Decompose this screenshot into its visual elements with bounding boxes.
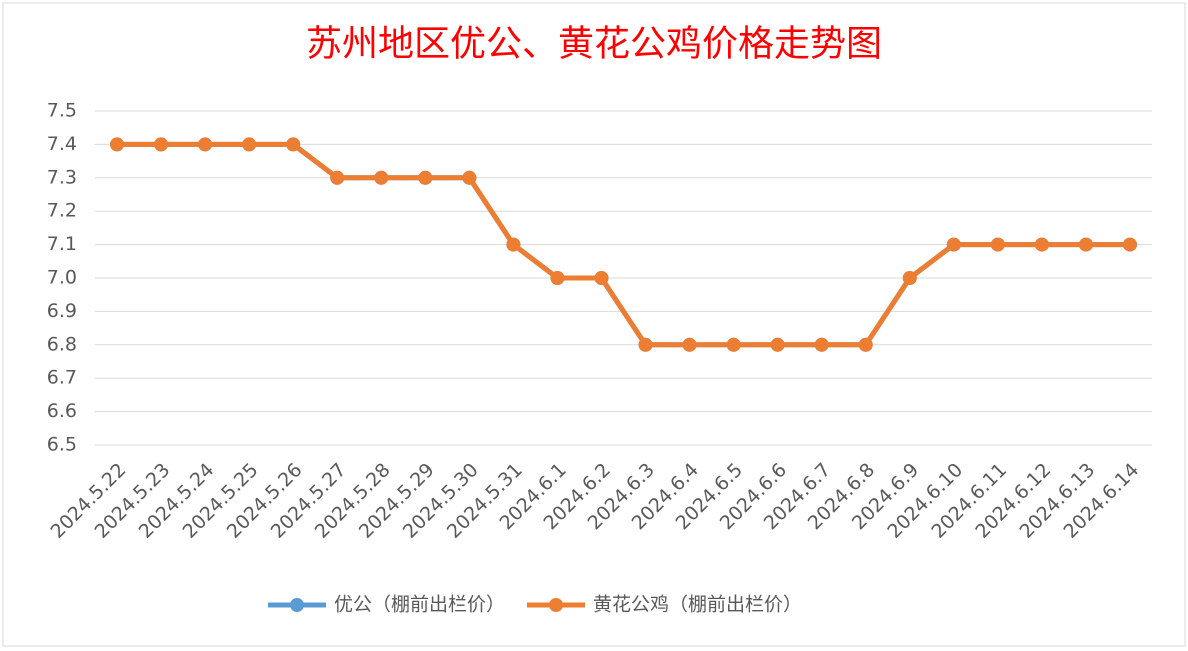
data-point [858,337,873,352]
data-point [1034,237,1049,252]
y-tick-label: 7.2 [47,200,77,222]
data-point [1078,237,1093,252]
data-point [418,170,433,185]
data-point [462,170,477,185]
y-tick-label: 7.4 [47,133,77,155]
data-point [770,337,785,352]
data-point [242,137,257,152]
data-point [594,271,609,285]
y-tick-label: 7.5 [47,100,77,122]
data-point [110,137,125,152]
y-tick-label: 6.5 [47,434,77,456]
data-point [550,271,565,285]
y-tick-label: 6.8 [47,333,77,355]
series-line [117,141,1130,348]
chart-title: 苏州地区优公、黄花公鸡价格走势图 [306,23,882,63]
legend-label: 黄花公鸡（棚前出栏价） [593,594,802,616]
y-tick-label: 6.7 [47,367,77,389]
legend-marker [549,598,564,612]
data-point [814,337,829,352]
y-tick-label: 6.6 [47,400,77,422]
legend-marker [290,598,304,612]
y-tick-label: 7.1 [47,233,77,255]
data-point [946,237,961,252]
y-tick-label: 6.9 [47,300,77,322]
data-point [506,237,521,252]
y-tick-label: 7.3 [47,166,77,188]
data-point [990,237,1005,252]
data-point [330,170,345,185]
data-point [286,137,301,152]
legend-label: 优公（棚前出栏价） [334,594,505,616]
data-point [154,137,169,152]
data-point [198,137,213,152]
y-tick-label: 7.0 [47,267,77,289]
data-point [902,271,917,285]
data-point [682,337,697,352]
data-point [638,337,653,352]
data-point [726,337,741,352]
data-point [374,170,389,185]
data-point [1122,237,1137,252]
